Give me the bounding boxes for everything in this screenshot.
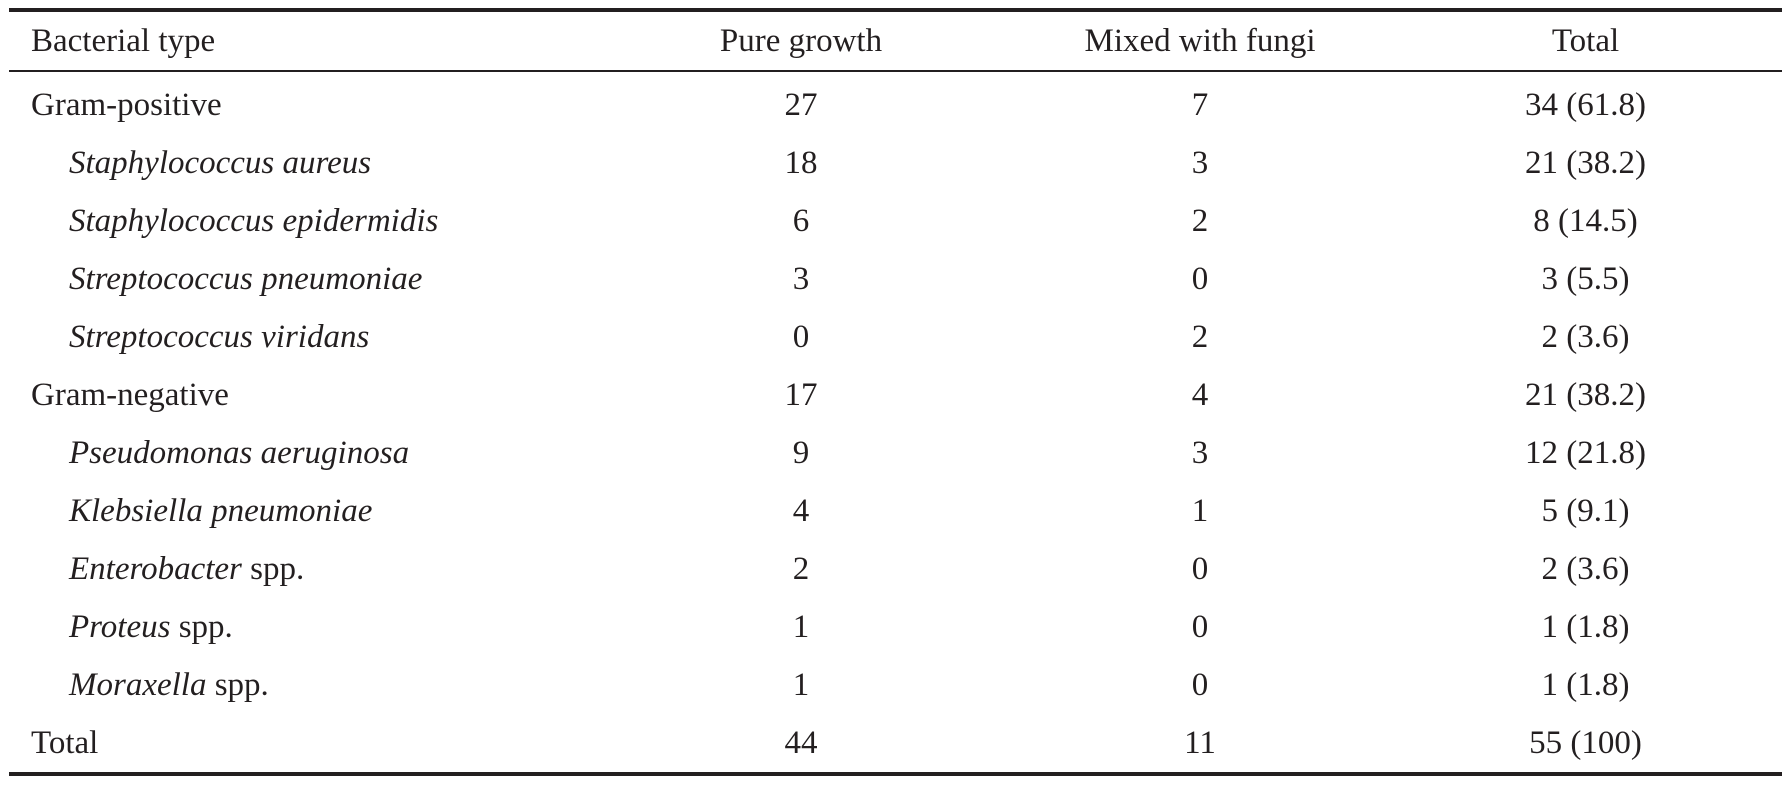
row-label: Proteus spp. — [9, 598, 591, 656]
row-label-plain: spp. — [241, 550, 305, 587]
cell-mixed-with-fungi: 11 — [1184, 724, 1216, 761]
row-label: Enterobacter spp. — [9, 540, 591, 598]
row-label: Streptococcus pneumoniae — [9, 250, 591, 308]
cell-total: 2 (3.6) — [1541, 318, 1630, 355]
row-label: Gram-negative — [9, 366, 591, 424]
row-label: Klebsiella pneumoniae — [9, 482, 591, 540]
cell-total: 8 (14.5) — [1533, 202, 1638, 239]
table-row: Gram-negative 17 4 21 (38.2) — [9, 366, 1782, 424]
cell-pure-growth: 44 — [784, 724, 818, 761]
table-row: Staphylococcus aureus 18 3 21 (38.2) — [9, 134, 1782, 192]
cell-pure-growth: 6 — [792, 202, 810, 239]
cell-mixed-with-fungi: 0 — [1191, 260, 1209, 297]
row-label-italic: Streptococcus viridans — [69, 318, 370, 355]
table-row: Enterobacter spp. 2 0 2 (3.6) — [9, 540, 1782, 598]
cell-pure-growth: 3 — [792, 260, 810, 297]
cell-mixed-with-fungi: 4 — [1191, 376, 1209, 413]
row-label-plain: Gram-negative — [31, 376, 229, 413]
cell-pure-growth: 9 — [792, 434, 810, 471]
table-row: Klebsiella pneumoniae 4 1 5 (9.1) — [9, 482, 1782, 540]
table-body: Gram-positive 27 7 34 (61.8) Staphylococ… — [9, 71, 1782, 774]
cell-pure-growth: 18 — [784, 144, 818, 181]
cell-pure-growth: 1 — [792, 608, 810, 645]
cell-mixed-with-fungi: 7 — [1191, 86, 1209, 123]
cell-total: 34 (61.8) — [1525, 86, 1646, 123]
row-label: Total — [9, 714, 591, 774]
cell-total: 21 (38.2) — [1525, 376, 1646, 413]
cell-pure-growth: 2 — [792, 550, 810, 587]
cell-total: 21 (38.2) — [1525, 144, 1646, 181]
cell-total: 1 (1.8) — [1541, 666, 1630, 703]
cell-mixed-with-fungi: 1 — [1191, 492, 1209, 529]
row-label: Gram-positive — [9, 71, 591, 134]
row-label-italic: Pseudomonas aeruginosa — [69, 434, 410, 471]
cell-mixed-with-fungi: 0 — [1191, 550, 1209, 587]
row-label-italic: Proteus — [69, 608, 171, 645]
table-row: Streptococcus viridans 0 2 2 (3.6) — [9, 308, 1782, 366]
row-label-italic: Enterobacter — [69, 550, 242, 587]
header-mixed-with-fungi: Mixed with fungi — [1084, 22, 1316, 59]
cell-pure-growth: 17 — [784, 376, 818, 413]
row-label-plain: Total — [31, 724, 99, 761]
cell-pure-growth: 1 — [792, 666, 810, 703]
cell-mixed-with-fungi: 2 — [1191, 202, 1209, 239]
row-label: Moraxella spp. — [9, 656, 591, 714]
row-label: Staphylococcus epidermidis — [9, 192, 591, 250]
row-label-italic: Streptococcus pneumoniae — [69, 260, 423, 297]
cell-mixed-with-fungi: 3 — [1191, 434, 1209, 471]
cell-mixed-with-fungi: 0 — [1191, 666, 1209, 703]
row-label-italic: Staphylococcus epidermidis — [69, 202, 439, 239]
row-label-italic: Staphylococcus aureus — [69, 144, 372, 181]
cell-total: 2 (3.6) — [1541, 550, 1630, 587]
cell-pure-growth: 27 — [784, 86, 818, 123]
header-bacterial-type: Bacterial type — [31, 22, 216, 59]
table-row: Proteus spp. 1 0 1 (1.8) — [9, 598, 1782, 656]
cell-mixed-with-fungi: 3 — [1191, 144, 1209, 181]
table-row: Streptococcus pneumoniae 3 0 3 (5.5) — [9, 250, 1782, 308]
table-row: Pseudomonas aeruginosa 9 3 12 (21.8) — [9, 424, 1782, 482]
table-row: Gram-positive 27 7 34 (61.8) — [9, 71, 1782, 134]
table-header: Bacterial type Pure growth Mixed with fu… — [9, 10, 1782, 71]
table-row: Moraxella spp. 1 0 1 (1.8) — [9, 656, 1782, 714]
cell-total: 3 (5.5) — [1541, 260, 1630, 297]
cell-pure-growth: 0 — [792, 318, 810, 355]
table-row: Staphylococcus epidermidis 6 2 8 (14.5) — [9, 192, 1782, 250]
row-label-plain: Gram-positive — [31, 86, 222, 123]
row-label: Staphylococcus aureus — [9, 134, 591, 192]
cell-total: 12 (21.8) — [1525, 434, 1646, 471]
cell-mixed-with-fungi: 2 — [1191, 318, 1209, 355]
table-row-total: Total 44 11 55 (100) — [9, 714, 1782, 774]
header-pure-growth: Pure growth — [719, 22, 883, 59]
bacteria-table-container: Bacterial type Pure growth Mixed with fu… — [9, 8, 1782, 776]
row-label-plain: spp. — [170, 608, 233, 645]
row-label-italic: Moraxella — [69, 666, 207, 703]
cell-total: 55 (100) — [1529, 724, 1642, 761]
cell-mixed-with-fungi: 0 — [1191, 608, 1209, 645]
cell-total: 1 (1.8) — [1541, 608, 1630, 645]
bacteria-table: Bacterial type Pure growth Mixed with fu… — [9, 8, 1782, 776]
header-total: Total — [1551, 22, 1620, 59]
cell-pure-growth: 4 — [792, 492, 810, 529]
row-label-plain: spp. — [206, 666, 269, 703]
row-label-italic: Klebsiella pneumoniae — [69, 492, 373, 529]
cell-total: 5 (9.1) — [1541, 492, 1630, 529]
row-label: Streptococcus viridans — [9, 308, 591, 366]
header-row: Bacterial type Pure growth Mixed with fu… — [9, 10, 1782, 71]
row-label: Pseudomonas aeruginosa — [9, 424, 591, 482]
